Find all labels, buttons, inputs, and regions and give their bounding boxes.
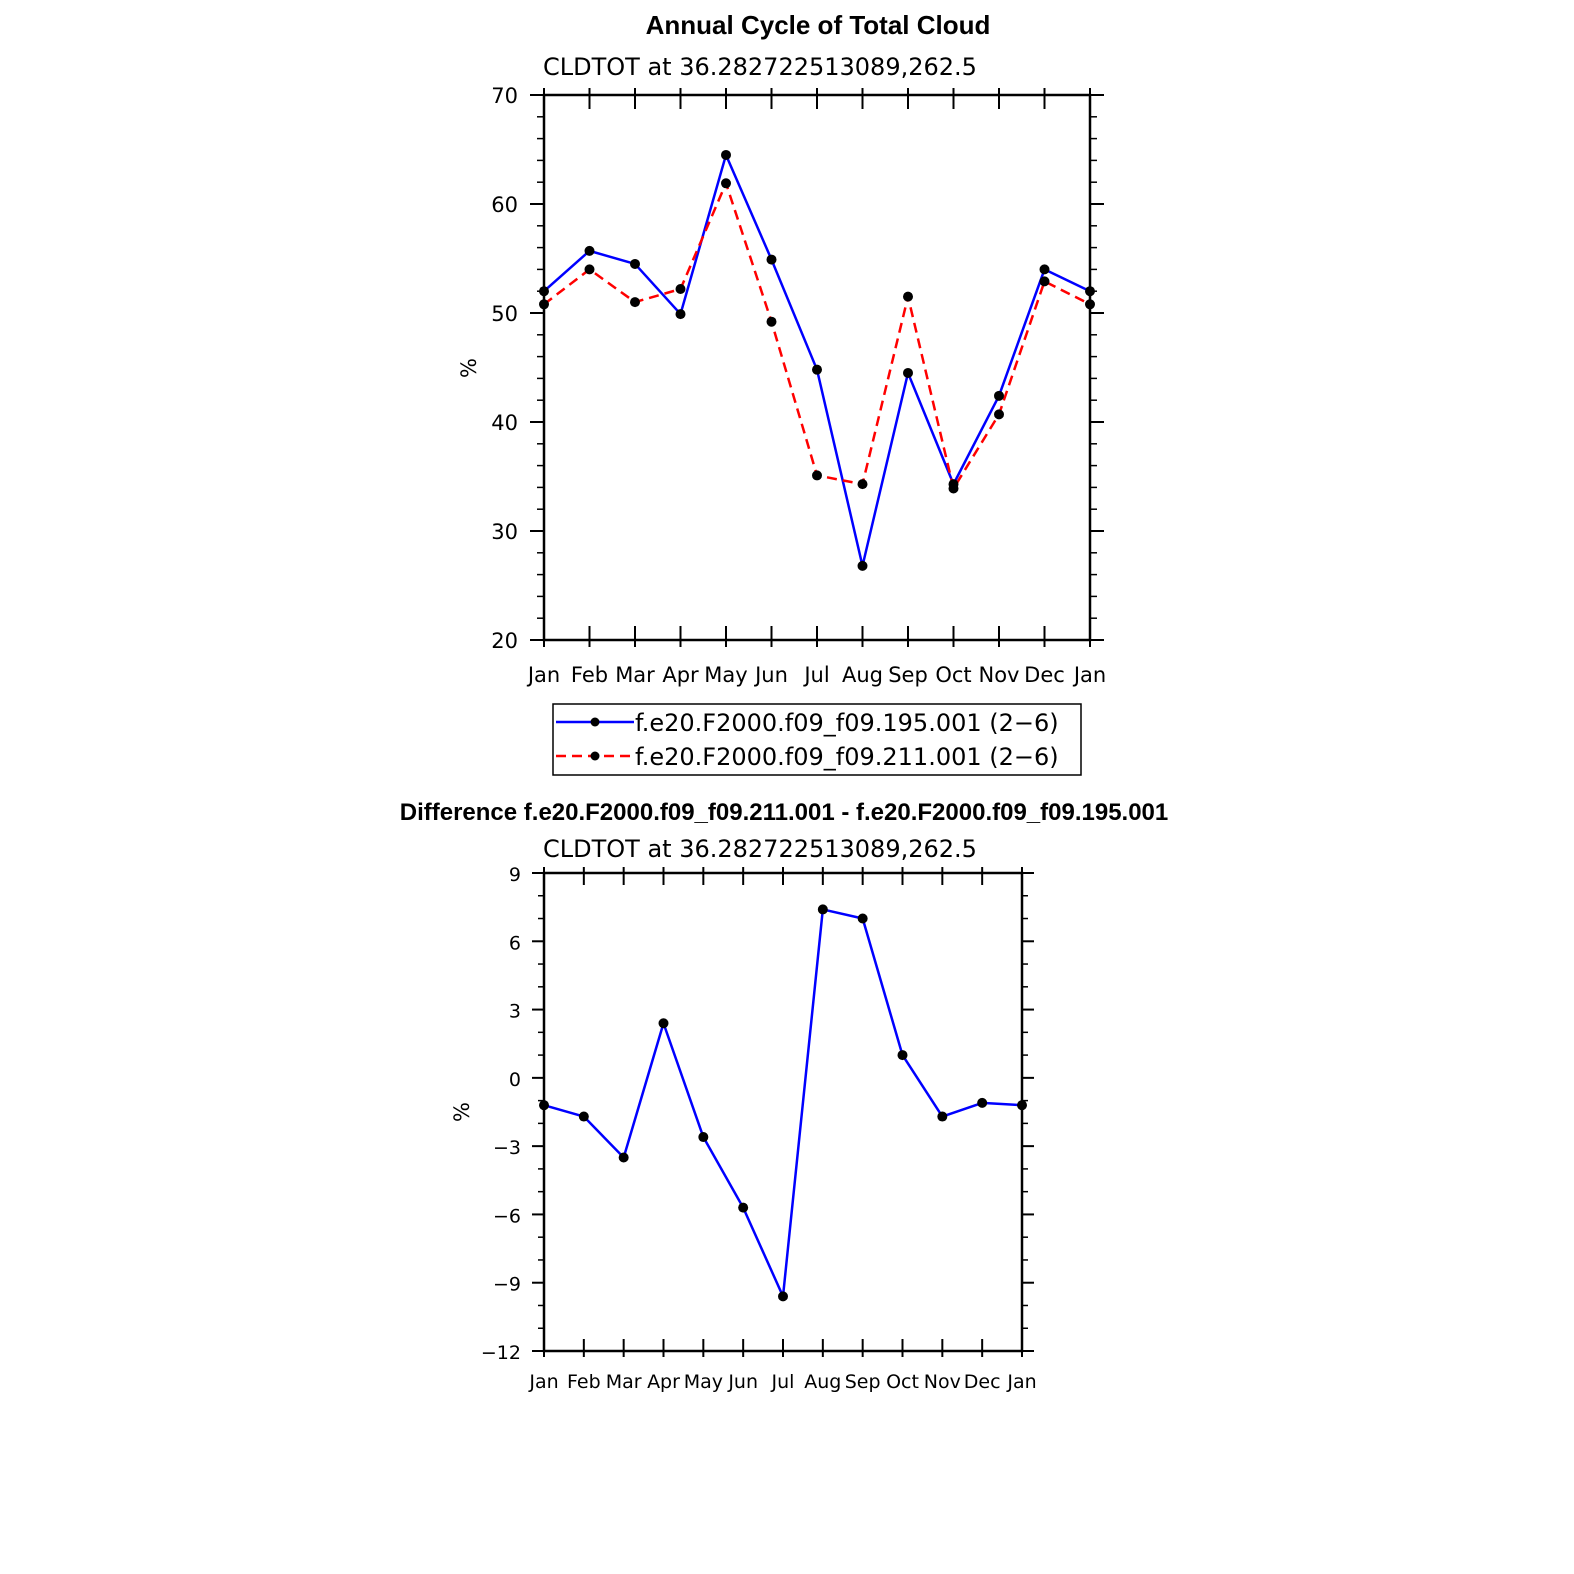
legend-box xyxy=(552,703,1082,776)
y-tick-label: 40 xyxy=(491,411,518,435)
y-tick-label: 30 xyxy=(491,520,518,544)
data-point-series-1 xyxy=(903,367,913,378)
x-tick-label: Nov xyxy=(979,663,1020,687)
series-line-1 xyxy=(543,908,1023,1298)
data-point-series-1 xyxy=(1039,264,1050,275)
data-point-series-1 xyxy=(857,913,868,924)
data-point-series-2 xyxy=(994,409,1004,420)
data-point-series-1 xyxy=(698,1132,709,1143)
y-axis-label: % xyxy=(457,358,481,378)
x-tick-label: Mar xyxy=(615,663,655,687)
data-point-series-2 xyxy=(721,178,731,189)
x-tick-label: Jan xyxy=(1072,663,1106,687)
data-point-series-2 xyxy=(675,284,686,295)
y-tick-label: −6 xyxy=(493,1205,521,1227)
x-tick-label: Apr xyxy=(662,663,699,687)
y-tick-label: 0 xyxy=(509,1069,521,1091)
x-tick-label: Mar xyxy=(606,1371,642,1393)
legend-marker-series-2 xyxy=(590,751,600,761)
data-point-series-1 xyxy=(675,309,686,320)
x-tick-label: Jul xyxy=(802,663,829,687)
x-tick-label: Jan xyxy=(528,1371,558,1393)
series-line-1 xyxy=(543,153,1091,568)
x-tick-label: Jun xyxy=(753,663,788,687)
y-tick-label: 70 xyxy=(491,84,518,108)
y-tick-label: 50 xyxy=(491,302,518,326)
y-tick-label: 20 xyxy=(491,629,518,653)
data-point-series-1 xyxy=(584,245,595,256)
x-tick-label: May xyxy=(684,1371,723,1393)
legend-marker-series-1 xyxy=(590,717,600,727)
data-point-series-1 xyxy=(738,1202,749,1213)
difference-chart: Difference f.e20.F2000.f09_f09.211.001 -… xyxy=(400,799,1169,1393)
y-tick-label: 3 xyxy=(509,1001,521,1023)
legend: f.e20.F2000.f09_f09.195.001 (2−6) f.e20.… xyxy=(552,703,1082,776)
data-point-series-1 xyxy=(778,1291,788,1302)
data-point-series-2 xyxy=(1039,276,1050,287)
x-tick-label: Sep xyxy=(845,1371,881,1393)
y-tick-label: −3 xyxy=(493,1137,521,1159)
x-tick-label: Apr xyxy=(647,1371,680,1393)
y-tick-label: −12 xyxy=(481,1342,521,1364)
data-point-series-1 xyxy=(897,1050,908,1061)
data-point-series-2 xyxy=(812,470,822,481)
x-tick-label: Nov xyxy=(924,1371,961,1393)
legend-label-series-1: f.e20.F2000.f09_f09.195.001 (2−6) xyxy=(635,709,1059,737)
x-tick-label: Jan xyxy=(1006,1371,1036,1393)
data-point-series-2 xyxy=(857,479,868,490)
data-point-series-1 xyxy=(766,254,777,265)
data-point-series-2 xyxy=(584,264,595,275)
x-tick-label: Jul xyxy=(771,1371,795,1393)
data-point-series-2 xyxy=(539,299,549,310)
data-point-series-1 xyxy=(630,258,640,269)
x-tick-label: Jan xyxy=(526,663,560,687)
chart-title: Difference f.e20.F2000.f09_f09.211.001 -… xyxy=(400,799,1169,826)
data-point-series-2 xyxy=(1085,299,1095,310)
data-point-series-2 xyxy=(948,483,959,494)
y-axis-label: % xyxy=(450,1102,474,1122)
data-point-series-1 xyxy=(539,286,549,297)
x-tick-label: Aug xyxy=(804,1371,841,1393)
chart-title: Annual Cycle of Total Cloud xyxy=(646,10,991,40)
data-point-series-1 xyxy=(721,149,731,160)
data-point-series-1 xyxy=(1085,286,1095,297)
data-point-series-2 xyxy=(630,297,640,308)
y-tick-label: 9 xyxy=(509,864,521,886)
annual-cycle-chart: Annual Cycle of Total Cloud CLDTOT at 36… xyxy=(457,10,1106,776)
chart-subtitle: CLDTOT at 36.282722513089,262.5 xyxy=(543,53,977,81)
y-tick-label: 60 xyxy=(491,193,518,217)
plot-frame xyxy=(542,871,1024,1353)
data-point-series-1 xyxy=(817,904,828,915)
x-tick-label: Dec xyxy=(964,1371,1001,1393)
data-point-series-1 xyxy=(812,364,822,375)
legend-label-series-2: f.e20.F2000.f09_f09.211.001 (2−6) xyxy=(635,743,1059,771)
x-tick-label: Jun xyxy=(727,1371,758,1393)
x-tick-label: Oct xyxy=(886,1371,919,1393)
x-tick-label: Dec xyxy=(1024,663,1065,687)
data-point-series-1 xyxy=(977,1097,988,1108)
series-line-2 xyxy=(543,182,1091,490)
data-point-series-1 xyxy=(937,1111,948,1122)
y-tick-label: −9 xyxy=(493,1274,521,1296)
data-point-series-1 xyxy=(1017,1100,1027,1111)
x-tick-label: May xyxy=(704,663,747,687)
data-point-series-1 xyxy=(578,1111,589,1122)
data-point-series-1 xyxy=(658,1018,669,1029)
x-tick-label: Sep xyxy=(888,663,928,687)
chart-subtitle: CLDTOT at 36.282722513089,262.5 xyxy=(543,835,977,863)
data-point-series-1 xyxy=(618,1152,629,1163)
data-point-series-1 xyxy=(539,1100,549,1111)
x-tick-label: Oct xyxy=(935,663,971,687)
y-tick-label: 6 xyxy=(509,932,521,954)
data-point-series-2 xyxy=(903,291,913,302)
data-point-series-1 xyxy=(994,390,1004,401)
data-point-series-1 xyxy=(857,560,868,571)
x-tick-label: Feb xyxy=(571,663,608,687)
data-point-series-2 xyxy=(766,316,777,327)
x-tick-label: Aug xyxy=(842,663,883,687)
x-tick-label: Feb xyxy=(567,1371,601,1393)
